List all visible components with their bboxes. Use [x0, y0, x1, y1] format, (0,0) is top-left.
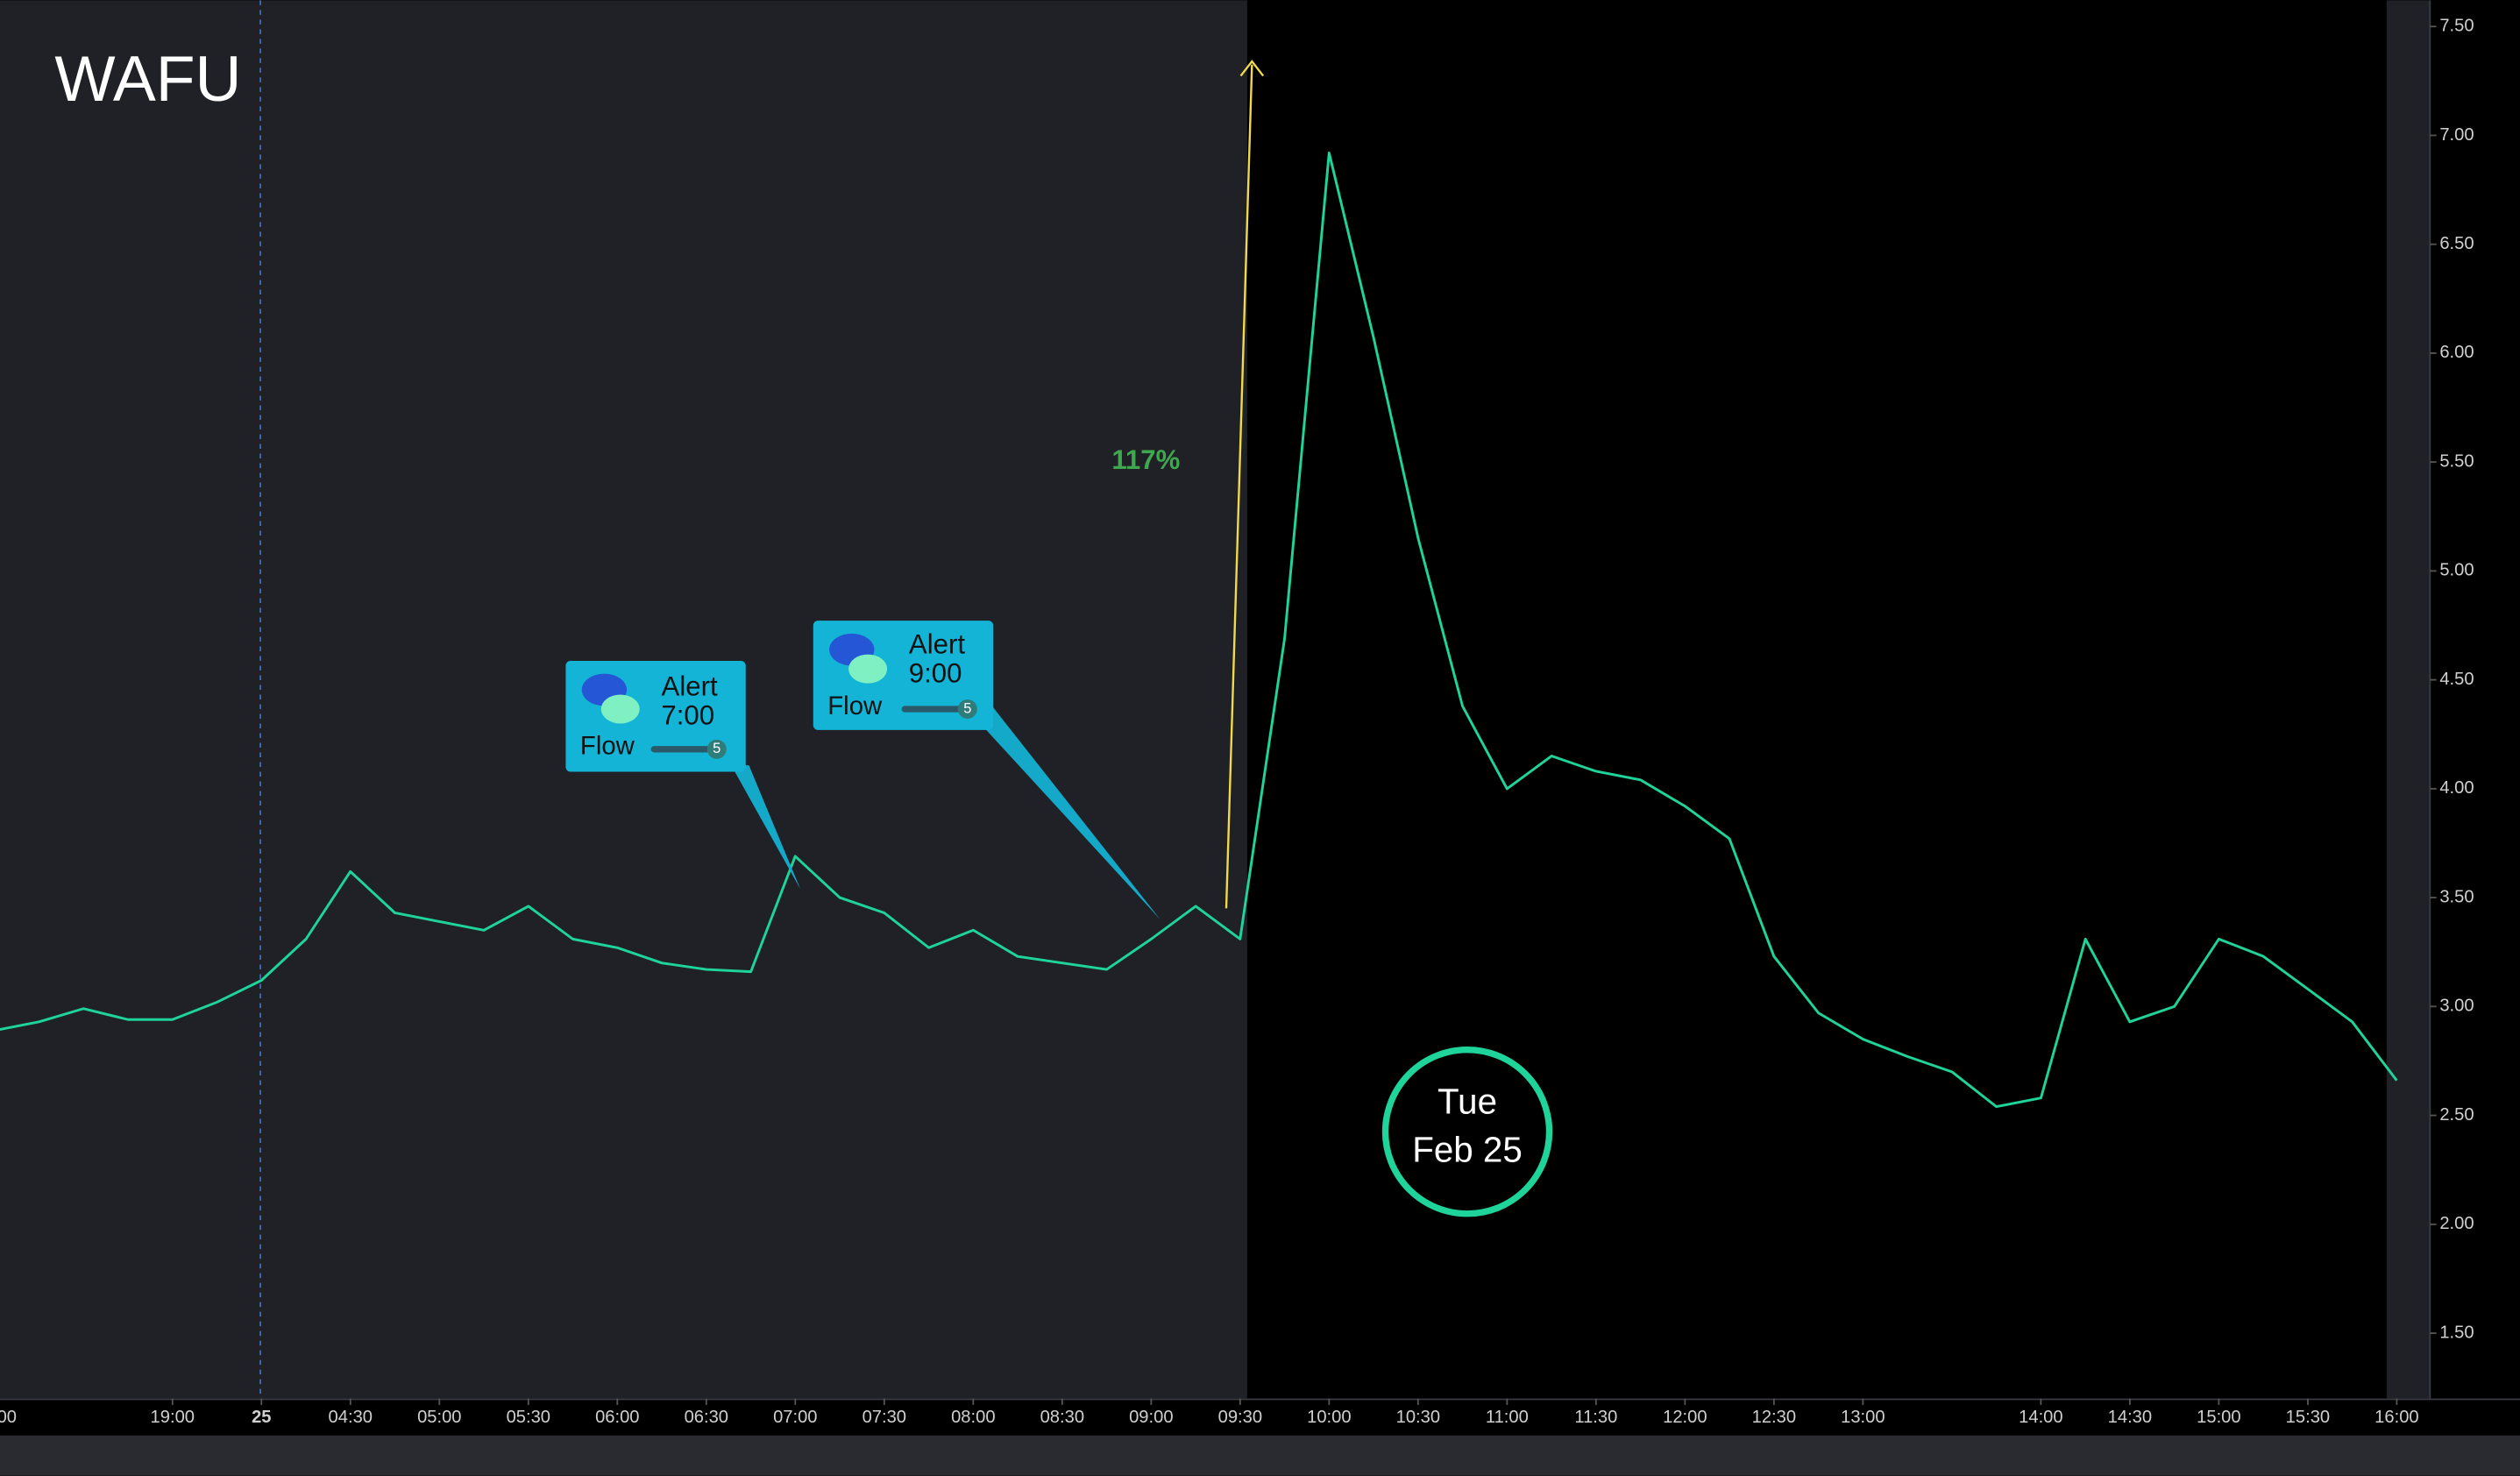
callout-pointer	[731, 765, 801, 890]
x-tick-label: 07:00	[773, 1408, 817, 1427]
x-tick-label: 05:00	[417, 1408, 461, 1427]
x-tick-label: 25	[252, 1408, 271, 1427]
y-tick-label: 7.50	[2439, 17, 2474, 36]
slider-knob	[957, 699, 977, 719]
y-tick-label: 3.50	[2439, 887, 2474, 906]
postmarket-shade	[2386, 0, 2431, 1399]
y-tick-label: 2.50	[2439, 1105, 2474, 1125]
alert-label: Flow	[827, 692, 883, 720]
badge-date: Feb 25	[1412, 1130, 1523, 1170]
change-arrow	[1225, 64, 1253, 909]
alert-count: 5	[713, 741, 721, 756]
x-tick-label: 15:30	[2286, 1408, 2330, 1427]
price-line	[0, 151, 2398, 1109]
y-tick-label: 4.00	[2439, 778, 2474, 798]
x-tick-label: 12:30	[1752, 1408, 1796, 1427]
x-tick-label: 12:00	[1663, 1408, 1707, 1427]
y-tick-label: 7.00	[2439, 125, 2474, 145]
x-tick-label: 16:00	[2374, 1408, 2418, 1427]
y-tick-label: 6.50	[2439, 234, 2474, 253]
x-tick-label: 18:00	[0, 1408, 17, 1427]
alert-time: 9:00	[909, 658, 962, 689]
slider-track	[650, 746, 713, 753]
x-tick-label: 11:00	[1486, 1408, 1529, 1427]
time-axis-bar	[0, 1398, 2520, 1436]
callout-pointer	[980, 707, 1161, 920]
y-tick-label: 4.50	[2439, 670, 2474, 689]
alert-count: 5	[963, 700, 971, 716]
x-tick-label: 04:30	[329, 1408, 373, 1427]
x-tick-label: 13:00	[1841, 1408, 1885, 1427]
chart-title: WAFU	[54, 43, 241, 115]
x-tick-label: 06:30	[685, 1408, 728, 1427]
slider-track	[901, 706, 963, 713]
alert-callout: Alert 9:00 Flow 5	[813, 621, 1161, 920]
change-label: 117%	[1111, 444, 1180, 475]
y-tick-label: 2.00	[2439, 1214, 2474, 1233]
x-tick-label: 07:30	[862, 1408, 906, 1427]
alert-callout: Alert 7:00 Flow 5	[565, 660, 801, 890]
x-tick-label: 08:00	[951, 1408, 995, 1427]
icon-bubble	[600, 694, 640, 724]
alert-label: Flow	[580, 732, 635, 761]
x-tick-label: 10:00	[1307, 1408, 1351, 1427]
alert-time: 7:00	[661, 699, 714, 730]
y-tick-label: 3.00	[2439, 997, 2474, 1016]
slider-knob	[706, 739, 727, 759]
footer-bar	[0, 1435, 2520, 1476]
plot-area	[0, 151, 2398, 1109]
alert-title: Alert	[662, 671, 718, 701]
date-badge	[1381, 1047, 1553, 1217]
x-tick-label: 14:30	[2108, 1408, 2152, 1427]
x-tick-label: 09:00	[1129, 1408, 1173, 1427]
alert-title: Alert	[909, 629, 965, 660]
x-tick-label: 08:30	[1040, 1408, 1084, 1427]
x-tick-label: 19:00	[151, 1408, 195, 1427]
change-arrow-head	[1239, 60, 1265, 77]
x-tick-label: 15:00	[2197, 1408, 2240, 1427]
x-tick-label: 05:30	[507, 1408, 550, 1427]
badge-day: Tue	[1437, 1082, 1497, 1122]
y-tick-label: 6.00	[2439, 343, 2474, 362]
y-tick-label: 5.00	[2439, 561, 2474, 580]
y-tick-label: 5.50	[2439, 451, 2474, 471]
x-tick-label: 09:30	[1218, 1408, 1262, 1427]
x-tick-label: 11:30	[1574, 1408, 1617, 1427]
y-tick-label: 1.50	[2439, 1323, 2474, 1342]
x-tick-label: 14:00	[2019, 1408, 2062, 1427]
x-tick-label: 06:00	[595, 1408, 639, 1427]
icon-bubble	[848, 654, 888, 684]
x-tick-label: 10:30	[1396, 1408, 1440, 1427]
